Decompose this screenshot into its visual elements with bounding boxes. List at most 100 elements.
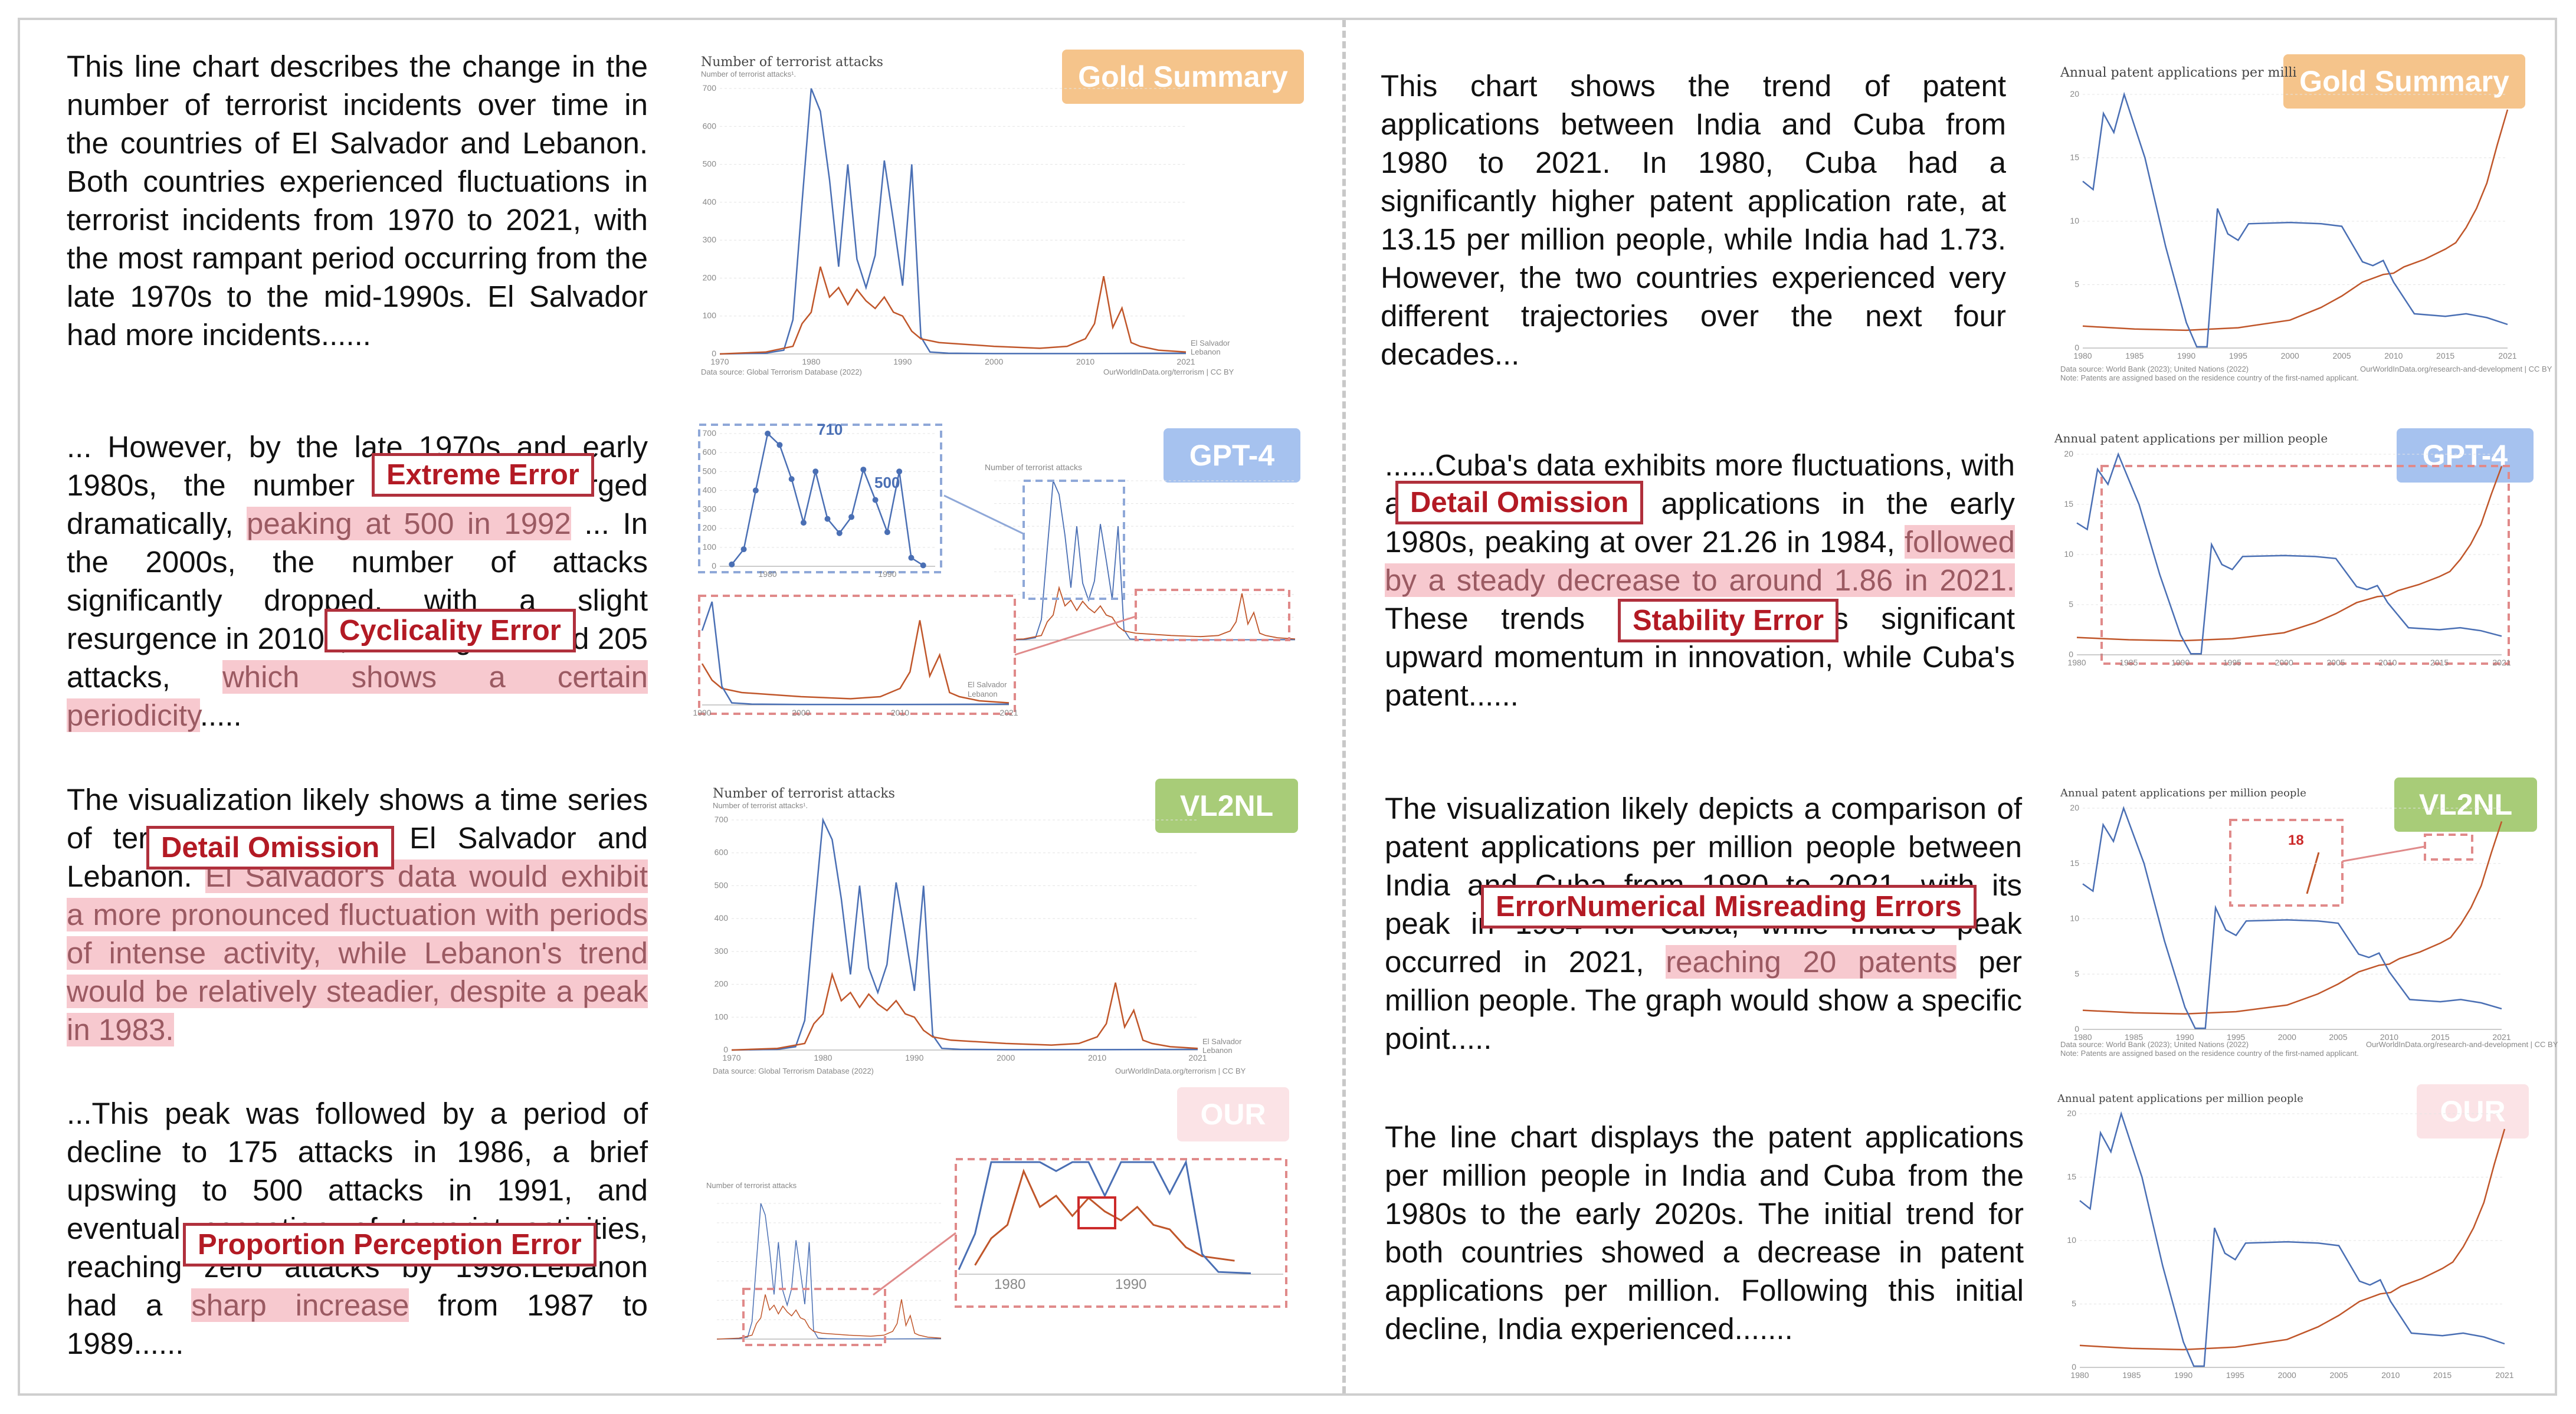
series-line-el-salvador bbox=[994, 480, 1296, 641]
chart-title: Annual patent applications per million p… bbox=[2057, 1093, 2303, 1105]
x-tick-label: 1995 bbox=[2227, 1032, 2245, 1042]
x-tick-label: 1990 bbox=[2174, 1370, 2192, 1380]
x-tick-label: 2000 bbox=[2278, 1032, 2296, 1042]
x-tick-label: 2000 bbox=[792, 708, 810, 717]
series-line-lebanon bbox=[716, 1294, 942, 1340]
chart-source-right: OurWorldInData.org/terrorism | CC BY bbox=[1115, 1067, 1246, 1075]
data-point bbox=[812, 468, 819, 475]
left-gpt4-text: ... However, by the late 1970s and early… bbox=[67, 428, 648, 734]
x-tick-label: 1990 bbox=[2176, 1032, 2194, 1042]
data-point bbox=[836, 530, 843, 536]
x-tick-label: 1980 bbox=[814, 1053, 832, 1062]
x-tick-label: 1990 bbox=[893, 357, 912, 366]
series-line-el-salvador bbox=[958, 1159, 1251, 1274]
left-our-p2: from 1987 to 1989...... bbox=[67, 1288, 648, 1360]
tag-vl2nl-left: VL2NL bbox=[1155, 779, 1298, 833]
figure-frame bbox=[18, 18, 2557, 1396]
tag-our-right: OUR bbox=[2417, 1084, 2529, 1139]
left-gpt4-p3: ..... bbox=[199, 698, 242, 732]
data-point bbox=[729, 561, 735, 567]
data-point bbox=[765, 431, 771, 437]
y-tick-label: 0 bbox=[2069, 649, 2073, 659]
y-tick-label: 20 bbox=[2070, 89, 2079, 99]
y-tick-label: 200 bbox=[703, 273, 717, 282]
zoom-lebanon: 1990 2000 2010 2021 bbox=[693, 601, 1018, 717]
left-our-highlight: sharp increase bbox=[191, 1288, 409, 1322]
y-tick-label: 0 bbox=[2074, 1024, 2079, 1034]
y-tick-label: 20 bbox=[2070, 803, 2079, 812]
y-tick-label: 100 bbox=[703, 542, 717, 552]
chart-title: Number of terrorist attacks bbox=[713, 786, 895, 801]
y-tick-label: 700 bbox=[715, 815, 729, 824]
y-tick-label: 500 bbox=[703, 466, 717, 475]
extreme-error-label: Extreme Error bbox=[372, 453, 594, 497]
right-our-text: The line chart displays the patent appli… bbox=[1385, 1120, 2024, 1346]
y-tick-label: 0 bbox=[712, 349, 716, 358]
terror-chart-vl2nl: Number of terrorist attacks Number of te… bbox=[713, 786, 1246, 1075]
y-tick-label: 300 bbox=[715, 946, 729, 956]
data-point bbox=[740, 546, 747, 553]
x-tick-label: 2010 bbox=[2378, 658, 2397, 667]
chart-title: Number of terrorist attacks bbox=[985, 462, 1082, 472]
left-vl2nl-text: The visualization likely shows a time se… bbox=[67, 780, 648, 1049]
data-point bbox=[920, 562, 926, 569]
chart-source-right: OurWorldInData.org/research-and-developm… bbox=[2360, 365, 2552, 373]
right-gold-text: This chart shows the trend of patent app… bbox=[1381, 69, 2006, 371]
x-tick-label: 1995 bbox=[2226, 1370, 2244, 1380]
callout-18: 18 bbox=[2288, 832, 2304, 848]
x-tick-label: 1970 bbox=[722, 1053, 740, 1062]
y-tick-label: 20 bbox=[2067, 1108, 2076, 1118]
y-tick-label: 15 bbox=[2070, 858, 2079, 868]
y-tick-label: 0 bbox=[2072, 1362, 2076, 1372]
y-tick-label: 5 bbox=[2072, 1299, 2076, 1308]
our-zoom-overlay: 1980 1990 bbox=[742, 1158, 1287, 1346]
series-line-lebanon bbox=[974, 1168, 1235, 1266]
x-tick-label: 1995 bbox=[2229, 351, 2247, 360]
x-tick-label: 2021 bbox=[2498, 351, 2516, 360]
x-tick-label: 2010 bbox=[2380, 1032, 2398, 1042]
x-tick-label: 1990 bbox=[905, 1053, 923, 1062]
chart-source: Data source: Global Terrorism Database (… bbox=[713, 1067, 874, 1075]
series-line-india bbox=[2076, 465, 2503, 642]
x-tick-label: 1990 bbox=[2177, 351, 2195, 360]
tag-gpt4-left: GPT-4 bbox=[1164, 428, 1300, 483]
tag-our-left: OUR bbox=[1177, 1087, 1289, 1141]
y-tick-label: 400 bbox=[715, 913, 729, 923]
tag-gold-right: Gold Summary bbox=[2283, 54, 2525, 109]
x-tick-label: 1980 bbox=[2067, 658, 2086, 667]
x-tick-label: 1995 bbox=[2223, 658, 2241, 667]
terror-chart-gold: Number of terrorist attacks Number of te… bbox=[701, 55, 1234, 376]
x-tick-label: 2000 bbox=[2281, 351, 2299, 360]
callout-500: 500 bbox=[874, 474, 900, 491]
x-tick-label: 2021 bbox=[2492, 1032, 2511, 1042]
numerical-error-label: ErrorNumerical Misreading Errors bbox=[1481, 885, 1977, 929]
x-tick-label: 2000 bbox=[985, 357, 1003, 366]
y-tick-label: 10 bbox=[2067, 1235, 2076, 1245]
legend-lebanon: Lebanon bbox=[1202, 1046, 1233, 1055]
y-tick-label: 600 bbox=[703, 447, 717, 457]
series-line-el-salvador bbox=[716, 1203, 942, 1340]
x-tick-label: 2005 bbox=[2329, 1370, 2348, 1380]
x-tick-label: 2000 bbox=[2275, 658, 2293, 667]
series-line-el-salvador bbox=[731, 817, 1198, 1051]
y-tick-label: 0 bbox=[2074, 343, 2079, 352]
y-tick-label: 10 bbox=[2064, 549, 2073, 559]
legend-lebanon: Lebanon bbox=[968, 690, 998, 698]
y-tick-label: 10 bbox=[2070, 216, 2079, 225]
patent-chart-gold: Annual patent applications per milli Dat… bbox=[2060, 65, 2552, 382]
x-tick-label: 2015 bbox=[2433, 1370, 2452, 1380]
y-tick-label: 10 bbox=[2070, 914, 2079, 923]
zoom-our-chart bbox=[958, 1159, 1283, 1275]
x-tick-label: 2021 bbox=[1176, 357, 1195, 366]
series-line-india bbox=[2079, 1128, 2506, 1351]
chart-source: Data source: Global Terrorism Database (… bbox=[701, 368, 862, 376]
x-tick-label: 2010 bbox=[2384, 351, 2403, 360]
series-line-lebanon bbox=[994, 585, 1296, 641]
x-tick-label: 2021 bbox=[2495, 1370, 2513, 1380]
x-tick-label: 1980 bbox=[2073, 351, 2092, 360]
x-tick-label: 2015 bbox=[2430, 658, 2449, 667]
y-tick-label: 700 bbox=[703, 83, 717, 93]
data-point bbox=[800, 520, 807, 526]
y-tick-label: 5 bbox=[2069, 599, 2073, 609]
chart-subtitle: Number of terrorist attacks¹. bbox=[701, 70, 796, 78]
